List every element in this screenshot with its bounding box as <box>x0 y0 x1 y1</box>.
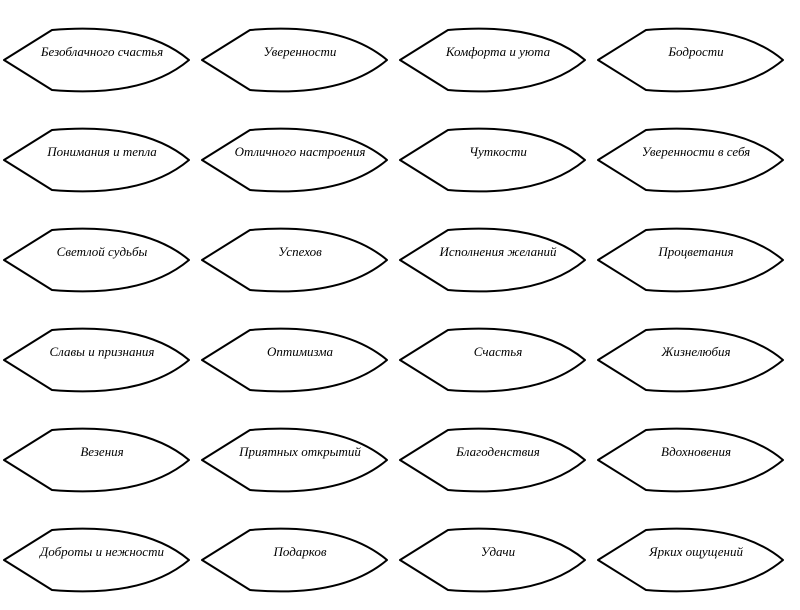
petal-shape <box>4 329 189 392</box>
petal-shape <box>4 129 189 192</box>
petal-shape <box>400 229 585 292</box>
petal-shape <box>598 129 783 192</box>
petal-shape <box>598 329 783 392</box>
petal-shape <box>202 329 387 392</box>
petal-shape <box>202 29 387 92</box>
petal-shape <box>202 129 387 192</box>
petal-outlines <box>0 0 800 610</box>
petal-shape <box>400 29 585 92</box>
petal-shape <box>400 329 585 392</box>
petal-shape <box>598 229 783 292</box>
petal-shape <box>4 529 189 592</box>
petal-shape <box>598 29 783 92</box>
petal-shape <box>400 129 585 192</box>
petal-shape <box>202 529 387 592</box>
petal-shape <box>598 429 783 492</box>
petal-shape <box>598 529 783 592</box>
petal-shape <box>400 529 585 592</box>
petal-shape <box>202 229 387 292</box>
petal-grid: Безоблачного счастьяУверенностиКомфорта … <box>0 0 800 610</box>
petal-shape <box>4 29 189 92</box>
petal-shape <box>400 429 585 492</box>
petal-shape <box>4 429 189 492</box>
petal-shape <box>4 229 189 292</box>
petal-shape <box>202 429 387 492</box>
